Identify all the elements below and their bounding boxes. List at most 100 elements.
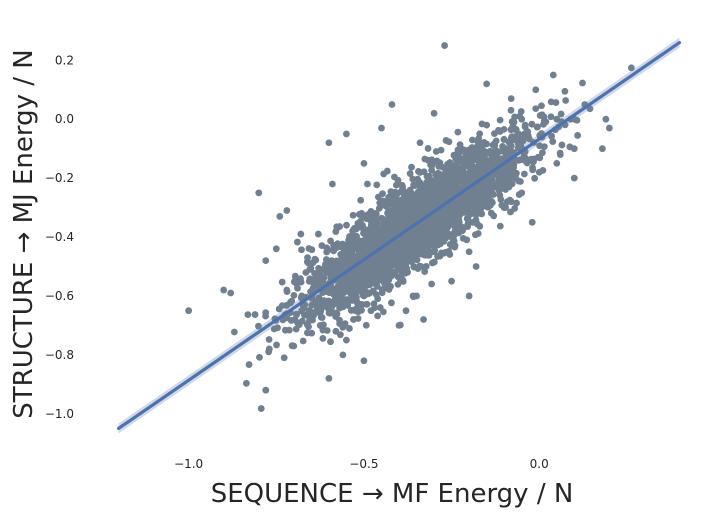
data-point — [509, 136, 517, 144]
data-point — [535, 168, 543, 176]
y-tick-labels: 0.2 0.0 −0.2 −0.4 −0.6 −0.8 −1.0 — [45, 53, 74, 420]
data-point — [319, 335, 327, 342]
data-point — [290, 342, 298, 350]
data-point — [422, 184, 430, 191]
data-point — [305, 277, 313, 285]
data-point — [450, 188, 458, 196]
data-point — [367, 307, 375, 315]
data-point — [265, 345, 273, 353]
data-point — [343, 336, 350, 344]
data-point — [386, 213, 393, 220]
data-point — [459, 234, 467, 242]
data-point — [380, 231, 388, 239]
data-point — [283, 207, 291, 214]
data-point — [556, 151, 564, 158]
data-point — [341, 320, 349, 328]
data-point — [333, 310, 341, 318]
data-point — [318, 242, 326, 250]
data-point — [307, 264, 315, 272]
data-point — [476, 183, 484, 191]
data-point — [366, 281, 373, 289]
data-point — [332, 327, 340, 335]
data-point — [562, 97, 570, 104]
data-point — [483, 80, 491, 88]
data-point — [518, 189, 526, 197]
data-point — [297, 230, 305, 238]
data-point — [300, 304, 308, 312]
data-point — [434, 241, 442, 249]
data-point — [220, 286, 228, 294]
data-point — [448, 242, 455, 250]
data-point — [534, 153, 542, 161]
data-point — [422, 262, 430, 270]
data-point — [324, 269, 332, 277]
data-point — [369, 256, 377, 264]
data-point — [430, 223, 438, 230]
data-point — [432, 148, 440, 155]
data-point — [598, 145, 606, 153]
data-point — [364, 270, 372, 278]
data-point — [558, 141, 566, 149]
data-point — [398, 252, 406, 260]
data-point — [339, 351, 347, 359]
data-point — [465, 178, 472, 186]
data-point — [505, 183, 513, 191]
data-point — [409, 175, 417, 183]
data-point — [185, 307, 193, 315]
data-point — [327, 338, 334, 346]
data-point — [490, 212, 498, 220]
data-point — [354, 255, 362, 263]
data-point — [488, 197, 495, 205]
data-point — [433, 157, 441, 165]
data-point — [457, 170, 465, 178]
data-point — [428, 186, 435, 194]
data-point — [627, 64, 635, 72]
data-point — [465, 150, 473, 158]
data-point — [442, 137, 450, 144]
data-point — [500, 171, 508, 179]
data-point — [390, 258, 398, 266]
data-point — [344, 250, 351, 258]
data-point — [336, 316, 343, 324]
data-point — [320, 321, 327, 329]
data-point — [316, 302, 323, 310]
data-point — [312, 272, 320, 280]
data-point — [373, 216, 381, 224]
data-point — [520, 170, 528, 178]
data-point — [280, 354, 288, 362]
data-point — [481, 201, 489, 208]
data-point — [395, 263, 403, 270]
data-point — [383, 167, 391, 175]
data-point — [343, 221, 350, 229]
data-point — [360, 292, 368, 300]
data-point — [294, 238, 301, 246]
data-point — [344, 242, 352, 250]
data-point — [262, 312, 269, 320]
data-point — [450, 232, 457, 240]
data-point — [391, 247, 399, 254]
data-point — [547, 113, 555, 121]
data-point — [350, 277, 358, 284]
data-point — [373, 181, 381, 189]
data-point — [469, 136, 476, 144]
data-point — [395, 321, 403, 329]
data-point — [350, 226, 357, 234]
data-point — [486, 147, 494, 155]
y-tick-label: −0.2 — [45, 171, 74, 185]
data-point — [251, 311, 259, 318]
data-point — [540, 117, 548, 125]
data-point — [423, 234, 430, 242]
data-point — [490, 140, 498, 148]
data-point — [336, 304, 343, 312]
data-point — [500, 204, 508, 211]
data-point — [464, 219, 472, 227]
data-point — [357, 196, 365, 204]
data-point — [265, 336, 273, 343]
data-point — [491, 130, 498, 138]
data-point — [283, 286, 291, 294]
data-point — [401, 269, 409, 277]
data-point — [500, 125, 508, 133]
data-point — [272, 245, 280, 253]
data-point — [424, 145, 432, 152]
